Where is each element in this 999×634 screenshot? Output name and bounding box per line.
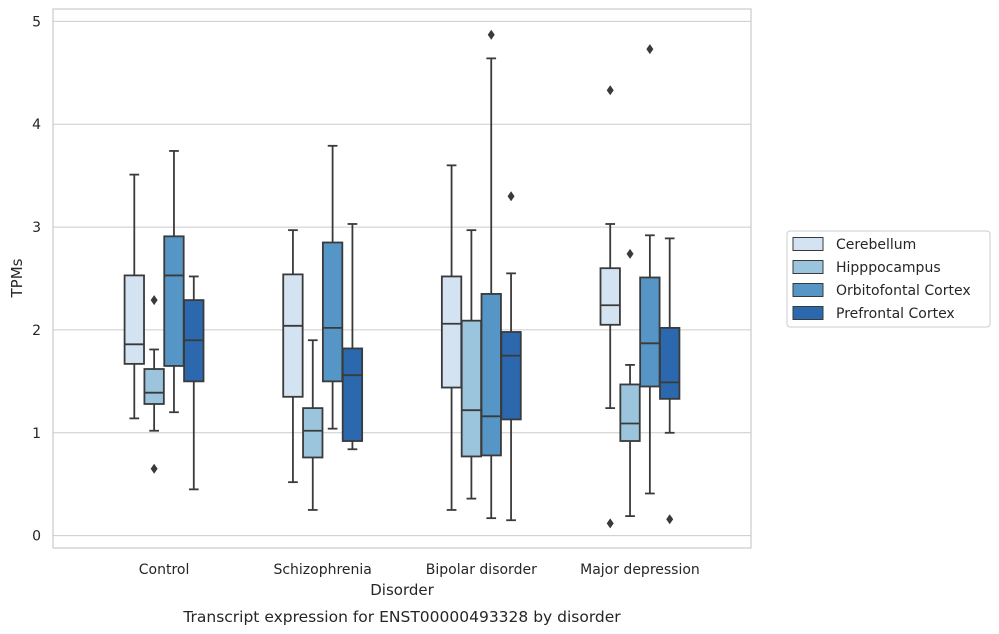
series-prefrontal-cortex: [183, 191, 681, 525]
box: [321, 241, 344, 383]
box: [440, 275, 463, 389]
outlier-point: [606, 518, 614, 529]
legend-label: Cerebellum: [836, 237, 916, 253]
y-tick-label: 0: [32, 529, 41, 545]
legend-swatch: [792, 283, 824, 297]
x-tick-label: Major depression: [580, 562, 700, 578]
y-tick-label: 4: [32, 117, 41, 133]
box: [302, 407, 324, 459]
outlier-point: [646, 44, 654, 55]
box-group: [143, 295, 165, 474]
box-group: [599, 85, 621, 529]
y-axis-label: TPMs: [8, 258, 26, 298]
y-tick-label: 2: [32, 323, 41, 339]
legend: Cerebellum Hipppocampus Orbitofontal Corte…: [786, 230, 991, 328]
box-group: [123, 173, 145, 420]
outlier-point: [606, 85, 614, 96]
box-group: [619, 248, 641, 518]
box: [282, 273, 304, 398]
box: [480, 293, 502, 457]
box: [460, 319, 483, 458]
y-tick-label: 1: [32, 426, 41, 442]
legend-label: Orbitofontal Cortex: [836, 283, 971, 299]
legend-frame: [786, 230, 991, 328]
series-cerebellum: [123, 85, 621, 529]
y-tick-label: 5: [32, 14, 41, 30]
box-layer: [123, 29, 681, 529]
outlier-point: [626, 248, 634, 259]
x-tick-label: Bipolar disorder: [426, 562, 537, 578]
x-tick-label: Control: [139, 562, 190, 578]
box: [619, 383, 641, 442]
legend-swatch: [792, 260, 824, 274]
box-group: [639, 44, 661, 495]
legend-swatch: [792, 237, 824, 251]
series-hipppocampus: [143, 229, 641, 518]
box-group: [341, 223, 364, 451]
outlier-point: [666, 514, 674, 525]
plot-frame: [52, 8, 752, 549]
legend-items: Cerebellum Hipppocampus Orbitofontal Corte…: [792, 237, 971, 322]
y-tick-label: 3: [32, 220, 41, 236]
outlier-point: [487, 29, 495, 40]
y-tick-labels: 0 1 2 3 4 5: [32, 14, 41, 544]
outlier-point: [150, 295, 158, 306]
box: [599, 267, 621, 326]
box-group: [500, 191, 522, 522]
box-group: [321, 144, 344, 430]
x-tick-label: Schizophrenia: [273, 562, 371, 578]
box: [163, 235, 185, 367]
box-group: [659, 237, 681, 525]
outlier-point: [150, 463, 158, 474]
legend-swatch: [792, 306, 824, 320]
box-group: [302, 339, 324, 511]
x-tick-labels: Control Schizophrenia Bipolar disorder Majo…: [139, 562, 700, 578]
box: [639, 276, 661, 388]
box-group: [183, 275, 205, 491]
box: [659, 326, 681, 400]
legend-label: Hipppocampus: [836, 260, 941, 276]
chart-caption: Transcript expression for ENST0000049332…: [182, 608, 621, 626]
x-axis-label: Disorder: [370, 581, 434, 599]
box: [341, 347, 364, 442]
box: [123, 274, 145, 365]
outlier-point: [507, 191, 515, 202]
box: [500, 331, 522, 421]
series-orbitofontal-cortex: [163, 29, 661, 520]
box: [143, 368, 165, 405]
box-group: [282, 229, 304, 484]
legend-label: Prefrontal Cortex: [836, 306, 955, 322]
